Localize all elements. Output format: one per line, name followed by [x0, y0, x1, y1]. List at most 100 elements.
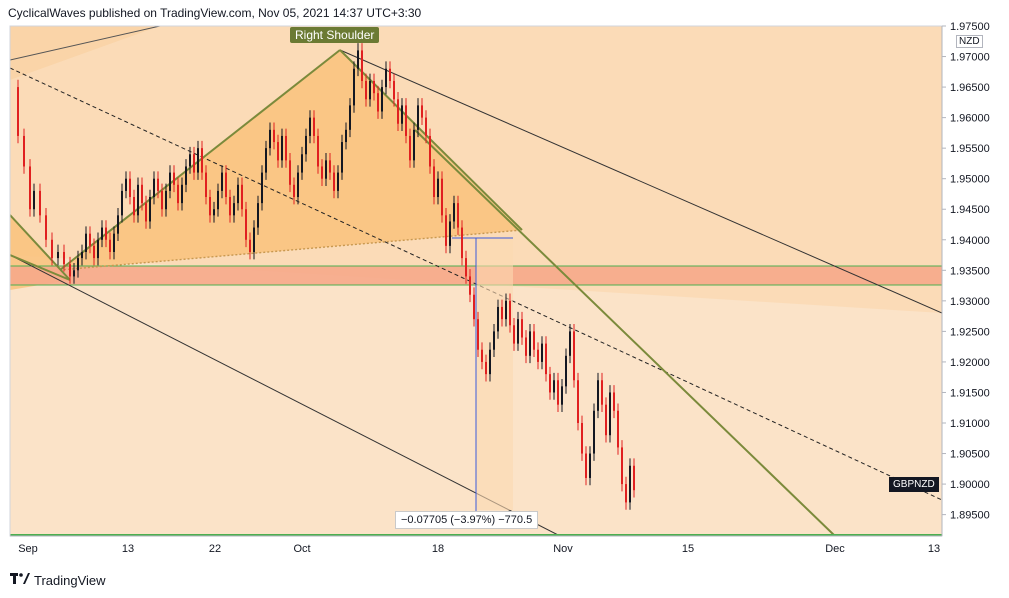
candle-body-77 — [337, 172, 339, 191]
candle-body-138 — [581, 423, 583, 454]
candle-body-88 — [381, 87, 383, 112]
candle-body-111 — [473, 294, 475, 320]
candle-body-148 — [621, 447, 623, 485]
candle-body-36 — [173, 172, 175, 185]
candle-body-102 — [437, 178, 439, 198]
candle-body-19 — [105, 227, 107, 240]
candle-body-8 — [57, 251, 59, 259]
candle-body-56 — [253, 227, 255, 252]
candle-body-133 — [561, 386, 563, 405]
candle-body-115 — [489, 349, 491, 375]
right-shoulder-label: Right Shoulder — [290, 27, 380, 43]
candle-body-37 — [177, 184, 179, 204]
candle-body-89 — [385, 68, 387, 88]
brand-name: TradingView — [34, 572, 106, 588]
candle-body-141 — [593, 410, 595, 454]
candle-body-65 — [289, 160, 291, 185]
candle-body-121 — [513, 325, 515, 344]
candle-body-109 — [465, 258, 467, 277]
tv-logo-icon — [10, 572, 30, 588]
candle-body-54 — [245, 209, 247, 240]
candle-body-143 — [601, 380, 603, 405]
candle-body-75 — [329, 160, 331, 173]
candle-body-108 — [461, 227, 463, 259]
candle-body-130 — [549, 374, 551, 393]
candle-body-7 — [51, 239, 53, 259]
candle-body-31 — [153, 178, 155, 198]
candle-body-43 — [201, 148, 203, 173]
y-tick-label-16: 1.89500 — [950, 510, 990, 522]
candle-body-79 — [345, 129, 347, 143]
candle-body-134 — [565, 355, 567, 387]
candle-body-139 — [585, 453, 587, 478]
candle-body-1 — [17, 87, 19, 136]
footer-brand[interactable]: TradingView — [10, 572, 106, 588]
candle-body-136 — [573, 331, 575, 381]
upper-channel-line — [10, 26, 161, 61]
candle-body-106 — [453, 203, 455, 222]
x-tick-label-0: Sep — [18, 543, 38, 555]
y-tick-label-2: 1.96500 — [950, 82, 990, 94]
x-tick-label-4: 18 — [432, 543, 444, 555]
candle-body-67 — [297, 172, 299, 198]
x-tick-label-5: Nov — [553, 543, 573, 555]
x-tick-label-7: Dec — [825, 543, 845, 555]
candle-body-14 — [85, 233, 87, 252]
x-tick-label-6: 15 — [682, 543, 694, 555]
publish-header: CyclicalWaves published on TradingView.c… — [8, 6, 422, 20]
x-tick-label-8: 13 — [928, 543, 940, 555]
candle-body-129 — [545, 343, 547, 375]
candle-body-146 — [613, 392, 615, 411]
left-wedge-upper — [10, 214, 71, 281]
candle-body-82 — [357, 50, 359, 69]
candle-body-96 — [413, 129, 415, 161]
candle-body-124 — [525, 337, 527, 356]
currency-label[interactable]: NZD — [956, 35, 983, 48]
candle-body-117 — [497, 306, 499, 332]
candle-body-10 — [69, 264, 71, 277]
candle-body-18 — [101, 227, 103, 240]
candle-body-28 — [141, 184, 143, 204]
candle-body-110 — [469, 276, 471, 295]
candle-body-72 — [317, 135, 319, 167]
candle-body-100 — [429, 135, 431, 167]
candle-body-91 — [393, 80, 395, 100]
candle-body-86 — [373, 80, 375, 94]
candle-body-125 — [529, 331, 531, 356]
neckline-dotted — [59, 229, 523, 271]
candle-body-119 — [505, 300, 507, 320]
candle-body-38 — [181, 184, 183, 204]
candle-body-33 — [161, 190, 163, 210]
price-axis[interactable]: 1.97500 1.97000 1.96500 1.96000 1.95500 1.950… — [942, 21, 990, 522]
candle-body-107 — [457, 203, 459, 228]
y-tick-label-12: 1.91500 — [950, 387, 990, 399]
y-tick-label-8: 1.93500 — [950, 265, 990, 277]
y-tick-label-7: 1.94000 — [950, 235, 990, 247]
time-axis[interactable]: Sep 13 22 Oct 18 Nov 15 Dec 13 — [18, 543, 940, 555]
candle-body-47 — [217, 190, 219, 210]
x-tick-label-1: 13 — [122, 543, 134, 555]
candle-body-51 — [233, 203, 235, 216]
candle-body-21 — [113, 233, 115, 252]
candle-body-40 — [189, 154, 191, 167]
candle-body-127 — [537, 349, 539, 362]
candle-body-13 — [81, 251, 83, 259]
candle-body-11 — [73, 270, 75, 277]
candle-body-112 — [477, 319, 479, 350]
candle-body-147 — [617, 410, 619, 448]
candle-body-97 — [417, 105, 419, 130]
y-tick-label-3: 1.96000 — [950, 113, 990, 125]
candle-body-3 — [29, 166, 31, 210]
candle-body-44 — [205, 172, 207, 198]
candle-body-92 — [397, 99, 399, 124]
candle-body-16 — [93, 245, 95, 259]
candle-body-99 — [425, 117, 427, 136]
candle-body-151 — [633, 465, 635, 491]
y-tick-label-13: 1.91000 — [950, 418, 990, 430]
candle-body-35 — [169, 172, 171, 191]
candle-body-6 — [45, 215, 47, 240]
candle-body-62 — [277, 142, 279, 161]
candle-body-55 — [249, 239, 251, 252]
candle-body-122 — [517, 319, 519, 344]
